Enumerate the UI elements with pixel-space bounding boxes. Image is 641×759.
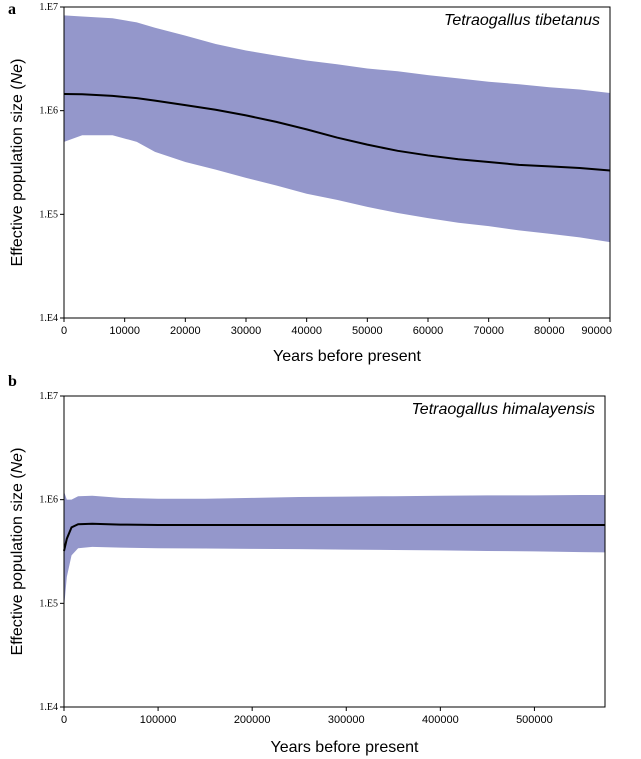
panel-label: a <box>8 1 16 18</box>
confidence-band <box>64 491 605 609</box>
y-tick-label: 1.E5 <box>39 598 58 609</box>
species-label: Tetraogallus tibetanus <box>444 12 600 29</box>
x-tick-label: 500000 <box>516 714 553 726</box>
y-tick-label: 1.E5 <box>39 209 58 220</box>
x-tick-label: 50000 <box>352 325 383 337</box>
median-line <box>63 522 605 552</box>
x-tick-label: 90000 <box>581 325 612 337</box>
y-tick-label: 1.E4 <box>39 702 58 713</box>
x-tick-label: 400000 <box>422 714 459 726</box>
plot-frame <box>63 6 611 319</box>
x-tick-label: 10000 <box>109 325 140 337</box>
x-tick-label: 80000 <box>534 325 565 337</box>
panel-label: b <box>8 373 17 390</box>
y-axis-title-part: Effective population size ( <box>9 473 26 656</box>
y-axis-title-part: ) <box>9 59 26 64</box>
x-tick-label: 300000 <box>328 714 365 726</box>
y-tick-label: 1.E6 <box>39 106 58 117</box>
confidence-band <box>64 15 610 243</box>
y-axis-title-part: ) <box>9 448 26 453</box>
x-axis-title: Years before present <box>271 739 420 756</box>
x-tick-label: 40000 <box>291 325 322 337</box>
y-axis-title-italic: Ne <box>9 64 26 85</box>
y-tick-label: 1.E7 <box>39 391 58 402</box>
chart-svg: 1.E4 1.E5 1.E6 1.E7 0 100000 200000 300000 40000… <box>9 391 606 756</box>
plot-frame <box>63 395 606 708</box>
y-axis-title: Effective population size (Ne) <box>9 448 26 656</box>
x-tick-label: 30000 <box>231 325 262 337</box>
median-line <box>63 92 611 172</box>
x-tick-label: 60000 <box>413 325 444 337</box>
x-tick-label: 100000 <box>140 714 177 726</box>
y-axis-title: Effective population size (Ne) <box>9 59 26 267</box>
species-label: Tetraogallus himalayensis <box>411 401 595 418</box>
y-tick-label: 1.E7 <box>39 2 58 13</box>
x-axis-title: Years before present <box>273 348 422 365</box>
x-tick-label: 0 <box>61 714 67 726</box>
x-tick-label: 70000 <box>473 325 504 337</box>
chart-panel-a: a 1.E4 1.E5 1.E6 1.E7 0 10000 20000 30000 40000 5… <box>0 0 641 372</box>
x-tick-label: 200000 <box>234 714 271 726</box>
y-axis-title-italic: Ne <box>9 453 26 474</box>
x-tick-label: 20000 <box>170 325 201 337</box>
y-axis-title-part: Effective population size ( <box>9 84 26 267</box>
chart-panel-b: b 1.E4 1.E5 1.E6 1.E7 0 100000 200000 300000 400… <box>0 372 641 759</box>
y-tick-label: 1.E6 <box>39 495 58 506</box>
x-tick-label: 0 <box>61 325 67 337</box>
y-tick-label: 1.E4 <box>39 313 58 324</box>
chart-svg: 1.E4 1.E5 1.E6 1.E7 0 10000 20000 30000 40000 500… <box>9 2 612 365</box>
